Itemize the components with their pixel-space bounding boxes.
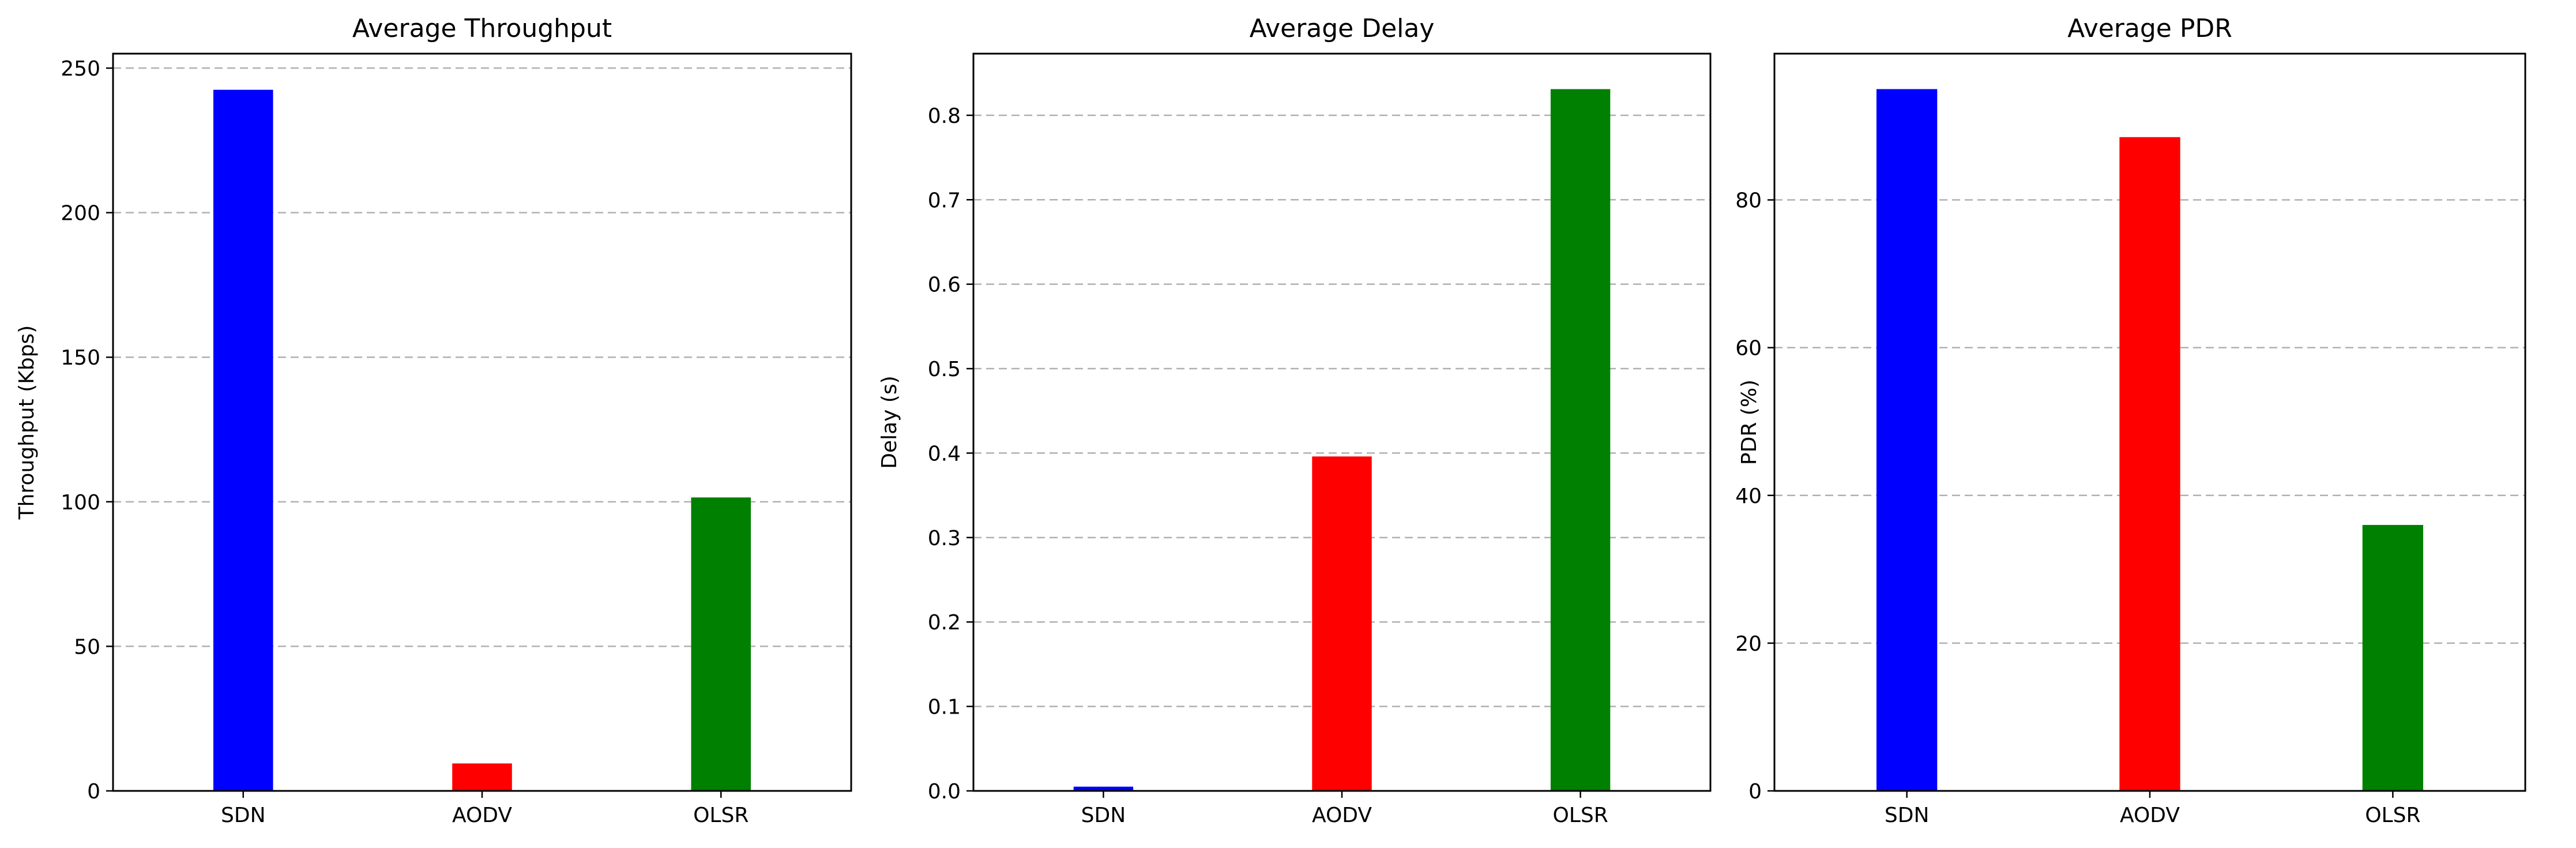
x-tick-label: SDN (1885, 804, 1930, 827)
pdr-chart-ylabel: PDR (%) (1738, 380, 1761, 465)
delay-chart-title: Average Delay (1250, 14, 1435, 43)
y-tick-label: 0.5 (928, 358, 961, 381)
delay-chart-ylabel: Delay (s) (878, 376, 901, 469)
x-tick-label: AODV (2120, 804, 2180, 827)
y-tick-label: 150 (61, 346, 100, 370)
bar-aodv (452, 763, 512, 791)
x-tick-label: OLSR (2365, 804, 2420, 827)
pdr-chart-title: Average PDR (2067, 14, 2232, 43)
delay-chart: Average Delay Delay (s) 0.0 0.1 0.2 0.3 0.4 0… (878, 14, 1712, 827)
y-tick-label: 0.4 (928, 442, 961, 466)
y-tick-label: 200 (61, 202, 100, 226)
y-tick-label: 50 (74, 635, 100, 659)
x-tick-label: AODV (452, 804, 512, 827)
y-tick-label: 0 (87, 780, 100, 804)
y-tick-label: 60 (1735, 337, 1762, 361)
y-tick-label: 40 (1735, 485, 1762, 508)
pdr-chart: Average PDR PDR (%) 0 20 40 60 80 SDN AODV OLSR (1735, 14, 2526, 827)
y-tick-label: 0.7 (928, 189, 961, 212)
bar-olsr (2362, 524, 2424, 791)
y-tick-label: 0.3 (928, 527, 961, 550)
bar-sdn (213, 89, 273, 791)
bar-olsr (691, 497, 751, 791)
x-tick-label: SDN (221, 804, 266, 827)
y-tick-label: 0.2 (928, 611, 961, 635)
y-tick-label: 0 (1748, 780, 1762, 804)
throughput-chart-title: Average Throughput (352, 14, 612, 43)
y-tick-label: 0.6 (928, 273, 961, 297)
x-tick-label: SDN (1081, 804, 1126, 827)
y-tick-label: 0.8 (928, 104, 961, 128)
throughput-chart: Average Throughput Throughput (Kbps) 0 50… (15, 14, 852, 827)
y-tick-label: 0.0 (928, 780, 961, 804)
y-tick-label: 100 (61, 491, 100, 515)
x-tick-label: AODV (1312, 804, 1372, 827)
y-tick-label: 0.1 (928, 696, 961, 719)
bar-aodv (2119, 137, 2180, 791)
y-tick-label: 80 (1735, 189, 1762, 213)
bar-sdn (1073, 786, 1134, 791)
x-tick-label: OLSR (1552, 804, 1608, 827)
y-tick-label: 20 (1735, 632, 1762, 656)
bar-olsr (1550, 89, 1611, 791)
bar-sdn (1876, 89, 1938, 791)
throughput-chart-ylabel: Throughput (Kbps) (15, 325, 39, 520)
bar-aodv (1312, 456, 1372, 791)
y-tick-label: 250 (61, 57, 100, 81)
x-tick-label: OLSR (693, 804, 749, 827)
